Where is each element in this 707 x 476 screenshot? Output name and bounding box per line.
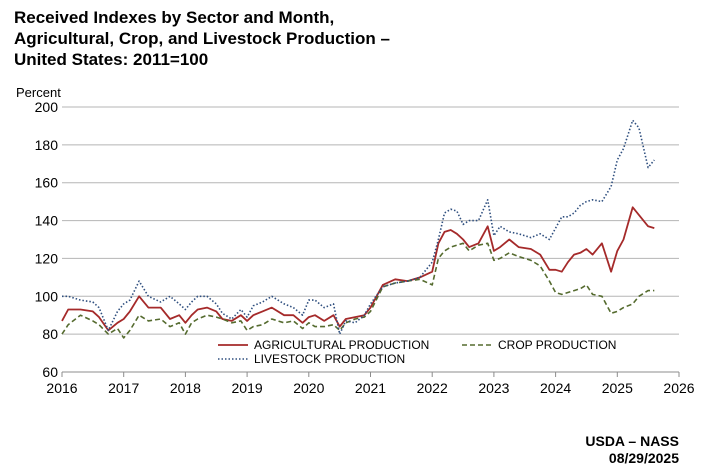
y-tick-label: 140 [35, 213, 59, 229]
series-line-crop-production [61, 242, 655, 339]
series-lines [61, 119, 655, 339]
x-tick-label: 2016 [46, 380, 77, 396]
x-tick-label: 2022 [417, 380, 448, 396]
y-axis-ticks: 60 80 100 120 140 160 180 200 [35, 99, 59, 380]
x-tick-label: 2023 [478, 380, 509, 396]
legend: AGRICULTURAL PRODUCTION CROP PRODUCTION LI… [210, 338, 620, 370]
y-tick-label: 100 [35, 288, 59, 304]
x-axis-ticks: 2016 2017 2018 2019 2020 2021 2022 2023 2024 2025… [46, 371, 695, 396]
legend-label: LIVESTOCK PRODUCTION [254, 352, 405, 366]
y-tick-label: 120 [35, 250, 59, 266]
source-credit: USDA – NASS 08/29/2025 [585, 433, 679, 467]
chart-title: Received Indexes by Sector and Month, Ag… [14, 7, 484, 70]
y-axis-label: Percent [16, 85, 61, 100]
x-tick-label: 2018 [170, 380, 201, 396]
x-tick-label: 2025 [602, 380, 633, 396]
y-tick-label: 180 [35, 137, 59, 153]
x-tick-label: 2026 [663, 380, 694, 396]
x-tick-label: 2020 [293, 380, 324, 396]
y-tick-label: 160 [35, 175, 59, 191]
y-tick-label: 60 [42, 364, 58, 380]
plot-area [62, 107, 679, 372]
legend-label: AGRICULTURAL PRODUCTION [254, 338, 429, 352]
x-tick-label: 2024 [540, 380, 571, 396]
chart-title-line-1: Received Indexes by Sector and Month, [14, 8, 335, 27]
chart-title-line-3: United States: 2011=100 [14, 50, 209, 69]
source-date: 08/29/2025 [608, 450, 679, 466]
y-tick-label: 80 [42, 326, 58, 342]
legend-background [210, 339, 620, 370]
x-tick-label: 2017 [108, 380, 139, 396]
source-agency: USDA – NASS [585, 433, 679, 449]
x-tick-label: 2021 [355, 380, 386, 396]
chart-title-line-2: Agricultural, Crop, and Livestock Produc… [14, 29, 390, 48]
y-tick-label: 200 [35, 99, 59, 115]
series-line-livestock-production [62, 119, 655, 335]
x-tick-label: 2019 [232, 380, 263, 396]
legend-label: CROP PRODUCTION [498, 338, 616, 352]
